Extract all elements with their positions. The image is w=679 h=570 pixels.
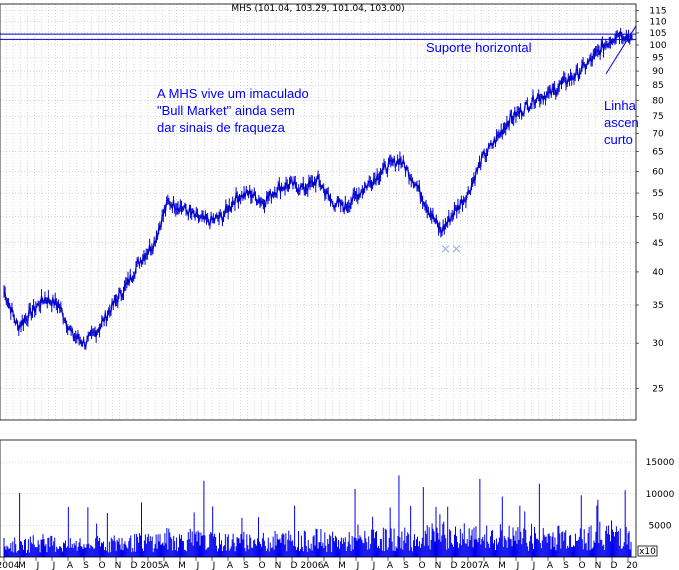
x-tick-label: S [243, 561, 249, 570]
x-tick-label: D [131, 561, 138, 570]
x-tick-label: J [196, 561, 200, 570]
volume-unit-label: x10 [639, 547, 656, 557]
x-tick-label: A [387, 561, 394, 570]
y-tick-label: 115 [649, 6, 666, 16]
annotation-trendline-line-2: ascen [604, 115, 639, 130]
x-tick-label: 2004 [0, 561, 20, 570]
x-tick-label: S [83, 561, 89, 570]
y-tick-label: 85 [652, 81, 663, 91]
y-tick-label: 55 [652, 189, 663, 199]
x-tick-label: A [547, 561, 554, 570]
y-tick-label: 45 [652, 239, 663, 249]
x-tick-label: J [372, 561, 376, 570]
y-tick-label: 110 [649, 17, 666, 27]
x-tick-label: S [563, 561, 569, 570]
axes: 2530354045505560657075808590951001051101… [0, 3, 675, 570]
y-tick-label: 65 [652, 148, 663, 158]
y-tick-label: 50 [652, 213, 664, 223]
ascending-trend-line [605, 25, 637, 75]
volume-panel-frame [0, 439, 637, 558]
x-tick-label: N [435, 561, 442, 570]
annotation-bull-line-3: dar sinais de fraqueza [157, 120, 286, 135]
x-tick-label: S [403, 561, 409, 570]
x-tick-label: M [18, 561, 26, 570]
y-tick-label: 35 [652, 301, 663, 311]
volume-unit-box [637, 545, 658, 557]
chart-title: MHS (101.04, 103.29, 101.04, 103.00) [231, 4, 404, 14]
x-tick-label: O [98, 561, 105, 570]
x-tick-label: N [115, 561, 122, 570]
annotation-trendline-line-3: curto [604, 132, 633, 147]
y-tick-label: 60 [652, 168, 664, 178]
x-tick-label: O [258, 561, 265, 570]
price-line [3, 31, 633, 348]
x-tick-label: 2006 [301, 561, 324, 570]
x-tick-label: D [611, 561, 618, 570]
annotation-bull-line-1: A MHS vive um imaculado [157, 86, 309, 101]
x-tick-label: J [36, 561, 40, 570]
x-tick-label: 2005 [141, 561, 164, 570]
price-panel-frame [0, 3, 637, 421]
volume-tick-label: 15000 [646, 458, 675, 468]
volume-tick-label: 10000 [646, 490, 675, 500]
x-tick-label: A [483, 561, 490, 570]
volume-tick-label: 5000 [649, 521, 672, 531]
low-point-marker: ✕✕ [440, 242, 462, 257]
x-tick-label: 2007 [461, 561, 484, 570]
annotation-bull-line-2: "Bull Market" ainda sem [157, 103, 295, 118]
annotation-trendline-line-1: Linha [604, 98, 637, 113]
x-tick-label: M [498, 561, 506, 570]
y-tick-label: 100 [649, 41, 666, 51]
y-tick-label: 30 [652, 339, 664, 349]
x-tick-label: N [275, 561, 282, 570]
x-tick-label: O [418, 561, 425, 570]
y-tick-label: 90 [652, 67, 664, 77]
x-tick-label: A [67, 561, 74, 570]
x-tick-label: M [338, 561, 346, 570]
annotation-support-label: Suporte horizontal [426, 40, 532, 55]
volume-bars [3, 475, 632, 557]
x-tick-label: J [212, 561, 216, 570]
x-tick-label: J [52, 561, 56, 570]
annotation-overlays: ✕✕ [0, 25, 637, 257]
x-tick-label: A [227, 561, 234, 570]
x-tick-label: O [578, 561, 585, 570]
x-tick-label: J [516, 561, 520, 570]
y-tick-label: 25 [652, 384, 663, 394]
y-tick-label: 40 [652, 268, 664, 278]
y-tick-label: 95 [652, 54, 663, 64]
x-tick-label: N [595, 561, 602, 570]
x-tick-label: A [323, 561, 330, 570]
grid-lines [0, 4, 636, 526]
y-tick-label: 80 [652, 96, 664, 106]
y-tick-label: 75 [652, 112, 663, 122]
x-tick-label: D [291, 561, 298, 570]
x-tick-label: J [532, 561, 536, 570]
price-series [3, 28, 633, 350]
x-tick-label: J [356, 561, 360, 570]
x-tick-label: A [163, 561, 170, 570]
x-tick-label: M [178, 561, 186, 570]
y-tick-label: 105 [649, 29, 666, 39]
x-tick-label: D [451, 561, 458, 570]
y-tick-label: 70 [652, 129, 664, 139]
x-tick-label: 20 [626, 561, 638, 570]
